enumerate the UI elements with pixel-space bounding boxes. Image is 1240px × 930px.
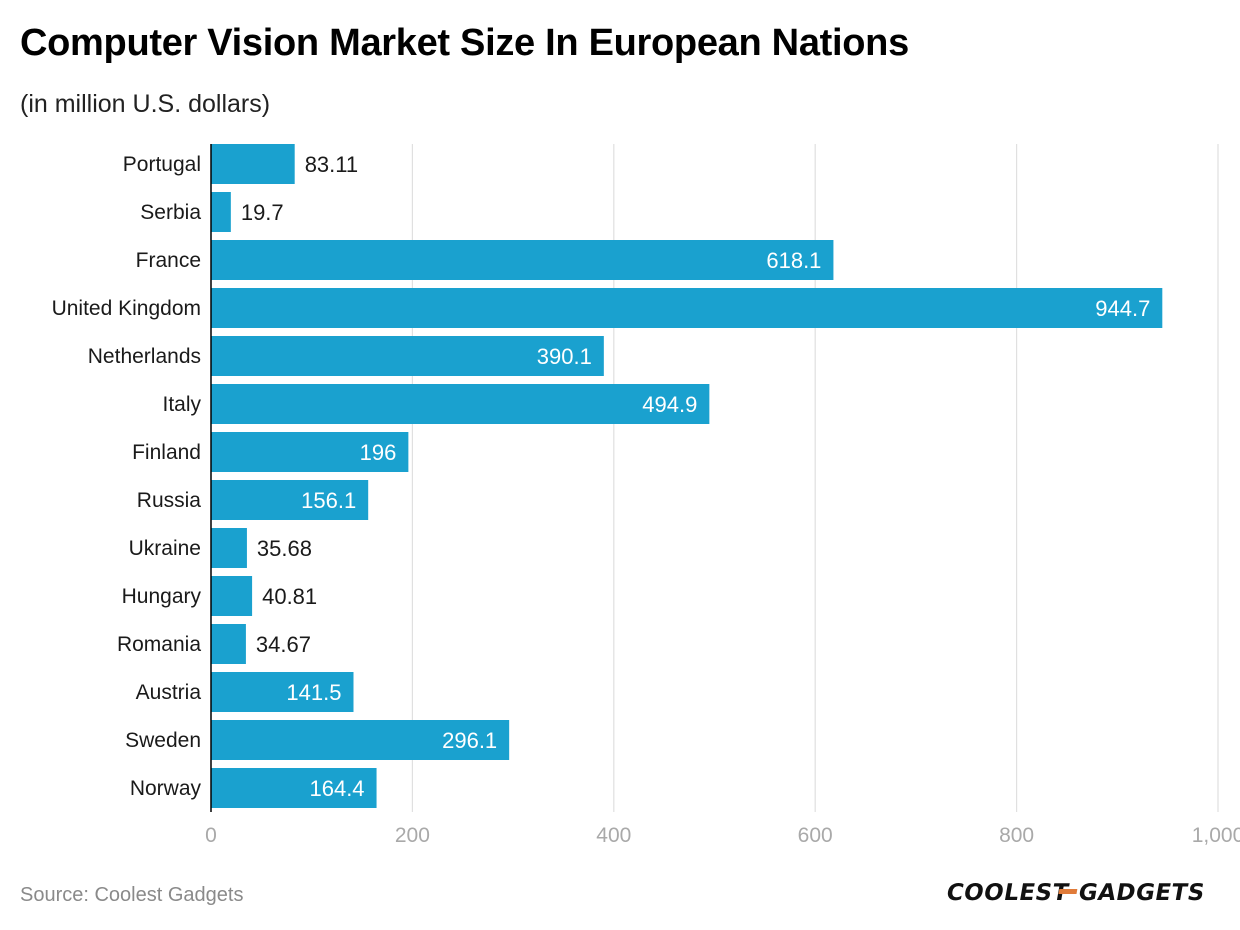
category-label: Ukraine	[129, 537, 201, 560]
category-label: Portugal	[123, 153, 201, 176]
x-tick-label: 400	[596, 824, 631, 847]
category-label: Finland	[132, 441, 201, 464]
x-tick-label: 0	[205, 824, 217, 847]
chart-title: Computer Vision Market Size In European …	[20, 22, 909, 64]
category-label: United Kingdom	[52, 297, 201, 320]
data-label: 19.7	[241, 200, 284, 225]
bar	[211, 432, 409, 472]
x-tick-label: 1,000	[1192, 824, 1240, 847]
bar	[211, 576, 253, 616]
bar	[211, 240, 834, 280]
data-label: 83.11	[305, 152, 358, 177]
x-tick-label: 600	[798, 824, 833, 847]
svg-text:GADGETS: GADGETS	[1076, 879, 1206, 906]
brand-logo: COOLEST GADGETS	[944, 879, 1206, 906]
source-note: Source: Coolest Gadgets	[20, 884, 244, 906]
bars	[211, 144, 1163, 808]
category-label: France	[136, 249, 201, 272]
category-labels: Portugal Serbia France United Kingdom Nether…	[52, 153, 202, 800]
data-label: 164.4	[309, 776, 364, 801]
category-label: Sweden	[125, 729, 201, 752]
category-label: Romania	[117, 633, 201, 656]
bar	[211, 288, 1163, 328]
bar	[211, 384, 710, 424]
bar	[211, 768, 377, 808]
data-label: 944.7	[1095, 296, 1150, 321]
category-label: Austria	[136, 681, 202, 704]
data-label: 618.1	[766, 248, 821, 273]
svg-text:COOLEST: COOLEST	[944, 879, 1071, 906]
category-label: Serbia	[140, 201, 201, 224]
bar	[211, 624, 246, 664]
x-axis-ticks: 0 200 400 600 800 1,000	[205, 824, 1240, 847]
bar	[211, 672, 354, 712]
bar	[211, 144, 295, 184]
data-label: 141.5	[286, 680, 341, 705]
data-label: 34.67	[256, 632, 311, 657]
bar	[211, 192, 231, 232]
bar	[211, 528, 247, 568]
x-tick-label: 800	[999, 824, 1034, 847]
bar	[211, 480, 369, 520]
category-label: Norway	[130, 777, 202, 800]
category-label: Russia	[137, 489, 202, 512]
bar	[211, 336, 604, 376]
bar-chart: Portugal Serbia France United Kingdom Nether…	[52, 144, 1240, 847]
category-label: Italy	[162, 393, 201, 416]
data-label: 296.1	[442, 728, 497, 753]
category-label: Netherlands	[88, 345, 201, 368]
data-label: 390.1	[537, 344, 592, 369]
chart-subtitle: (in million U.S. dollars)	[20, 90, 271, 118]
category-label: Hungary	[122, 585, 202, 608]
data-label: 156.1	[301, 488, 356, 513]
x-tick-label: 200	[395, 824, 430, 847]
data-label: 35.68	[257, 536, 312, 561]
data-label: 494.9	[642, 392, 697, 417]
bar	[211, 720, 510, 760]
data-label: 40.81	[262, 584, 317, 609]
data-label: 196	[360, 440, 397, 465]
